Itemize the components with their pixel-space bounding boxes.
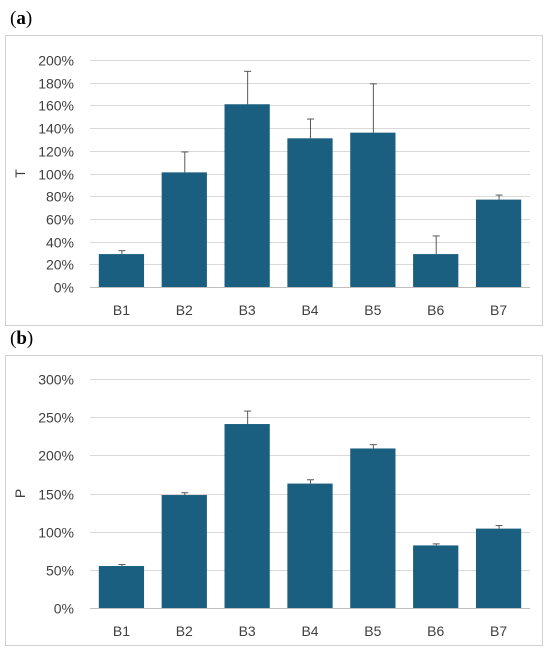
- bar-b3: [224, 424, 270, 608]
- x-tick-label: B4: [301, 623, 318, 639]
- x-tick-label: B7: [490, 302, 507, 318]
- bar-b1: [98, 566, 145, 608]
- bar-b5: [350, 132, 396, 287]
- y-tick-label: 60%: [46, 212, 74, 228]
- panel-b-letter: b: [16, 328, 27, 349]
- y-tick-label: 0%: [54, 280, 74, 296]
- x-tick-label: B1: [113, 623, 130, 639]
- bar-b2: [161, 172, 207, 287]
- y-tick-label: 100%: [38, 167, 74, 183]
- panel-label-a: (a): [10, 8, 33, 29]
- y-tick-label: 20%: [46, 257, 74, 273]
- y-tick-label: 50%: [46, 563, 74, 579]
- y-tick-label: 120%: [38, 144, 74, 160]
- bar-b2: [161, 495, 207, 608]
- x-tick-label: B7: [490, 623, 507, 639]
- y-tick-label: 0%: [54, 601, 74, 617]
- chart-border: [5, 35, 543, 326]
- x-tick-label: B1: [113, 302, 130, 318]
- y-tick-label: 300%: [38, 372, 74, 388]
- bar-b5: [350, 448, 396, 608]
- y-tick-label: 160%: [38, 98, 74, 114]
- bar-b7: [475, 528, 522, 608]
- bar-b4: [287, 138, 333, 287]
- x-tick-label: B5: [364, 302, 381, 318]
- bar-b1: [98, 254, 145, 287]
- x-tick-label: B5: [364, 623, 381, 639]
- y-tick-label: 40%: [46, 235, 74, 251]
- x-tick-label: B3: [239, 623, 256, 639]
- panel-a-letter: a: [16, 8, 26, 29]
- y-tick-label: 200%: [38, 448, 74, 464]
- x-tick-label: B2: [176, 302, 193, 318]
- x-tick-label: B3: [239, 302, 256, 318]
- bar-b4: [287, 483, 333, 608]
- bar-b3: [224, 104, 270, 287]
- y-tick-label: 200%: [38, 53, 74, 69]
- x-tick-label: B6: [427, 623, 444, 639]
- y-tick-label: 180%: [38, 76, 74, 92]
- y-tick-label: 140%: [38, 121, 74, 137]
- chart-panel-b: 0% 50% 100% 150% 200% 250% 300% P B1 B2 B3 B4 B5 B6 B7: [5, 355, 543, 646]
- x-tick-label: B4: [301, 302, 318, 318]
- y-tick-label: 150%: [38, 487, 74, 503]
- chart-panel-a: 0% 20% 40% 60% 80% 100% 120% 140% 160% 180% 200% T B…: [5, 35, 543, 326]
- chart-border: [5, 355, 543, 646]
- bar-b6: [413, 545, 459, 608]
- y-tick-label: 100%: [38, 525, 74, 541]
- bar-b7: [475, 199, 522, 287]
- bar-b6: [413, 254, 459, 287]
- x-tick-label: B6: [427, 302, 444, 318]
- y-axis-label: P: [12, 489, 28, 498]
- panel-label-b: (b): [10, 328, 34, 349]
- y-tick-label: 250%: [38, 410, 74, 426]
- x-tick-label: B2: [176, 623, 193, 639]
- y-axis-label: T: [12, 169, 28, 178]
- y-tick-label: 80%: [46, 189, 74, 205]
